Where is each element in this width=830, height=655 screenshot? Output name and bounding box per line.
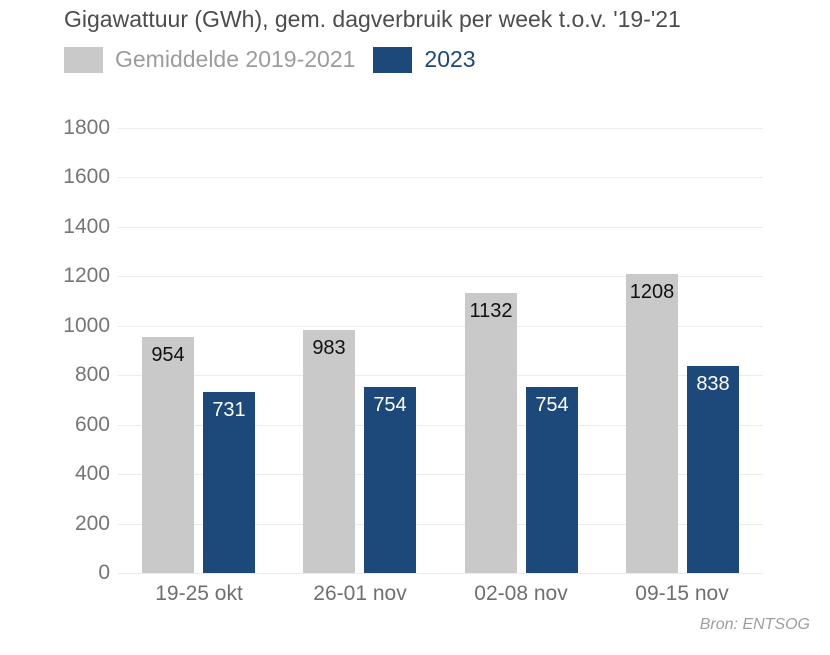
gridline-1800 [118,128,763,129]
bar-2023-26-01-nov [364,387,416,573]
legend-swatch-average [64,46,103,73]
legend: Gemiddelde 2019-2021 2023 [64,46,476,73]
y-axis-tick-1800: 1800 [63,116,110,139]
bar-value-label: 1132 [469,300,513,322]
y-axis-tick-1000: 1000 [63,314,110,337]
y-axis-tick-0: 0 [98,561,110,584]
gridline-600 [118,425,763,426]
y-axis-tick-1200: 1200 [63,264,110,287]
bar-value-label: 954 [151,344,185,366]
legend-item-2023: 2023 [373,46,476,73]
bar-value-label: 983 [312,337,346,359]
gridline-1000 [118,326,763,327]
y-axis-tick-400: 400 [74,462,110,485]
legend-swatch-2023 [373,46,413,73]
gridline-800 [118,375,763,376]
legend-item-average: Gemiddelde 2019-2021 [64,46,355,73]
gridline-200 [118,524,763,525]
gridline-0 [118,573,763,574]
bar-value-label: 731 [212,399,246,421]
y-axis-tick-800: 800 [74,363,110,386]
y-axis-tick-200: 200 [74,512,110,535]
bar-value-label: 1208 [629,281,675,303]
bar-2023-09-15-nov [687,366,739,573]
bar-value-label: 838 [696,373,730,395]
bar-average-19-25-okt [142,337,194,573]
bar-value-label: 754 [535,394,569,416]
bar-average-26-01-nov [303,330,355,573]
legend-label-2023: 2023 [424,46,476,72]
bar-2023-02-08-nov [526,387,578,573]
gridline-400 [118,474,763,475]
x-axis-label-19-25-okt: 19-25 okt [155,582,243,605]
source-credit: Bron: ENTSOG [699,616,810,633]
y-axis-tick-600: 600 [74,413,110,436]
gridline-1600 [118,177,763,178]
x-axis-label-09-15-nov: 09-15 nov [635,582,729,605]
bar-value-label: 754 [373,394,407,416]
chart-title: Gigawattuur (GWh), gem. dagverbruik per … [64,6,681,32]
y-axis-tick-1400: 1400 [63,215,110,238]
bar-2023-19-25-okt [203,392,255,573]
gridline-1400 [118,227,763,228]
bar-average-02-08-nov [465,293,517,573]
x-axis-label-26-01-nov: 26-01 nov [313,582,407,605]
gridline-1200 [118,276,763,277]
bar-average-09-15-nov [626,274,678,573]
y-axis-tick-1600: 1600 [63,165,110,188]
legend-label-average: Gemiddelde 2019-2021 [115,46,356,72]
x-axis-label-02-08-nov: 02-08 nov [474,582,568,605]
